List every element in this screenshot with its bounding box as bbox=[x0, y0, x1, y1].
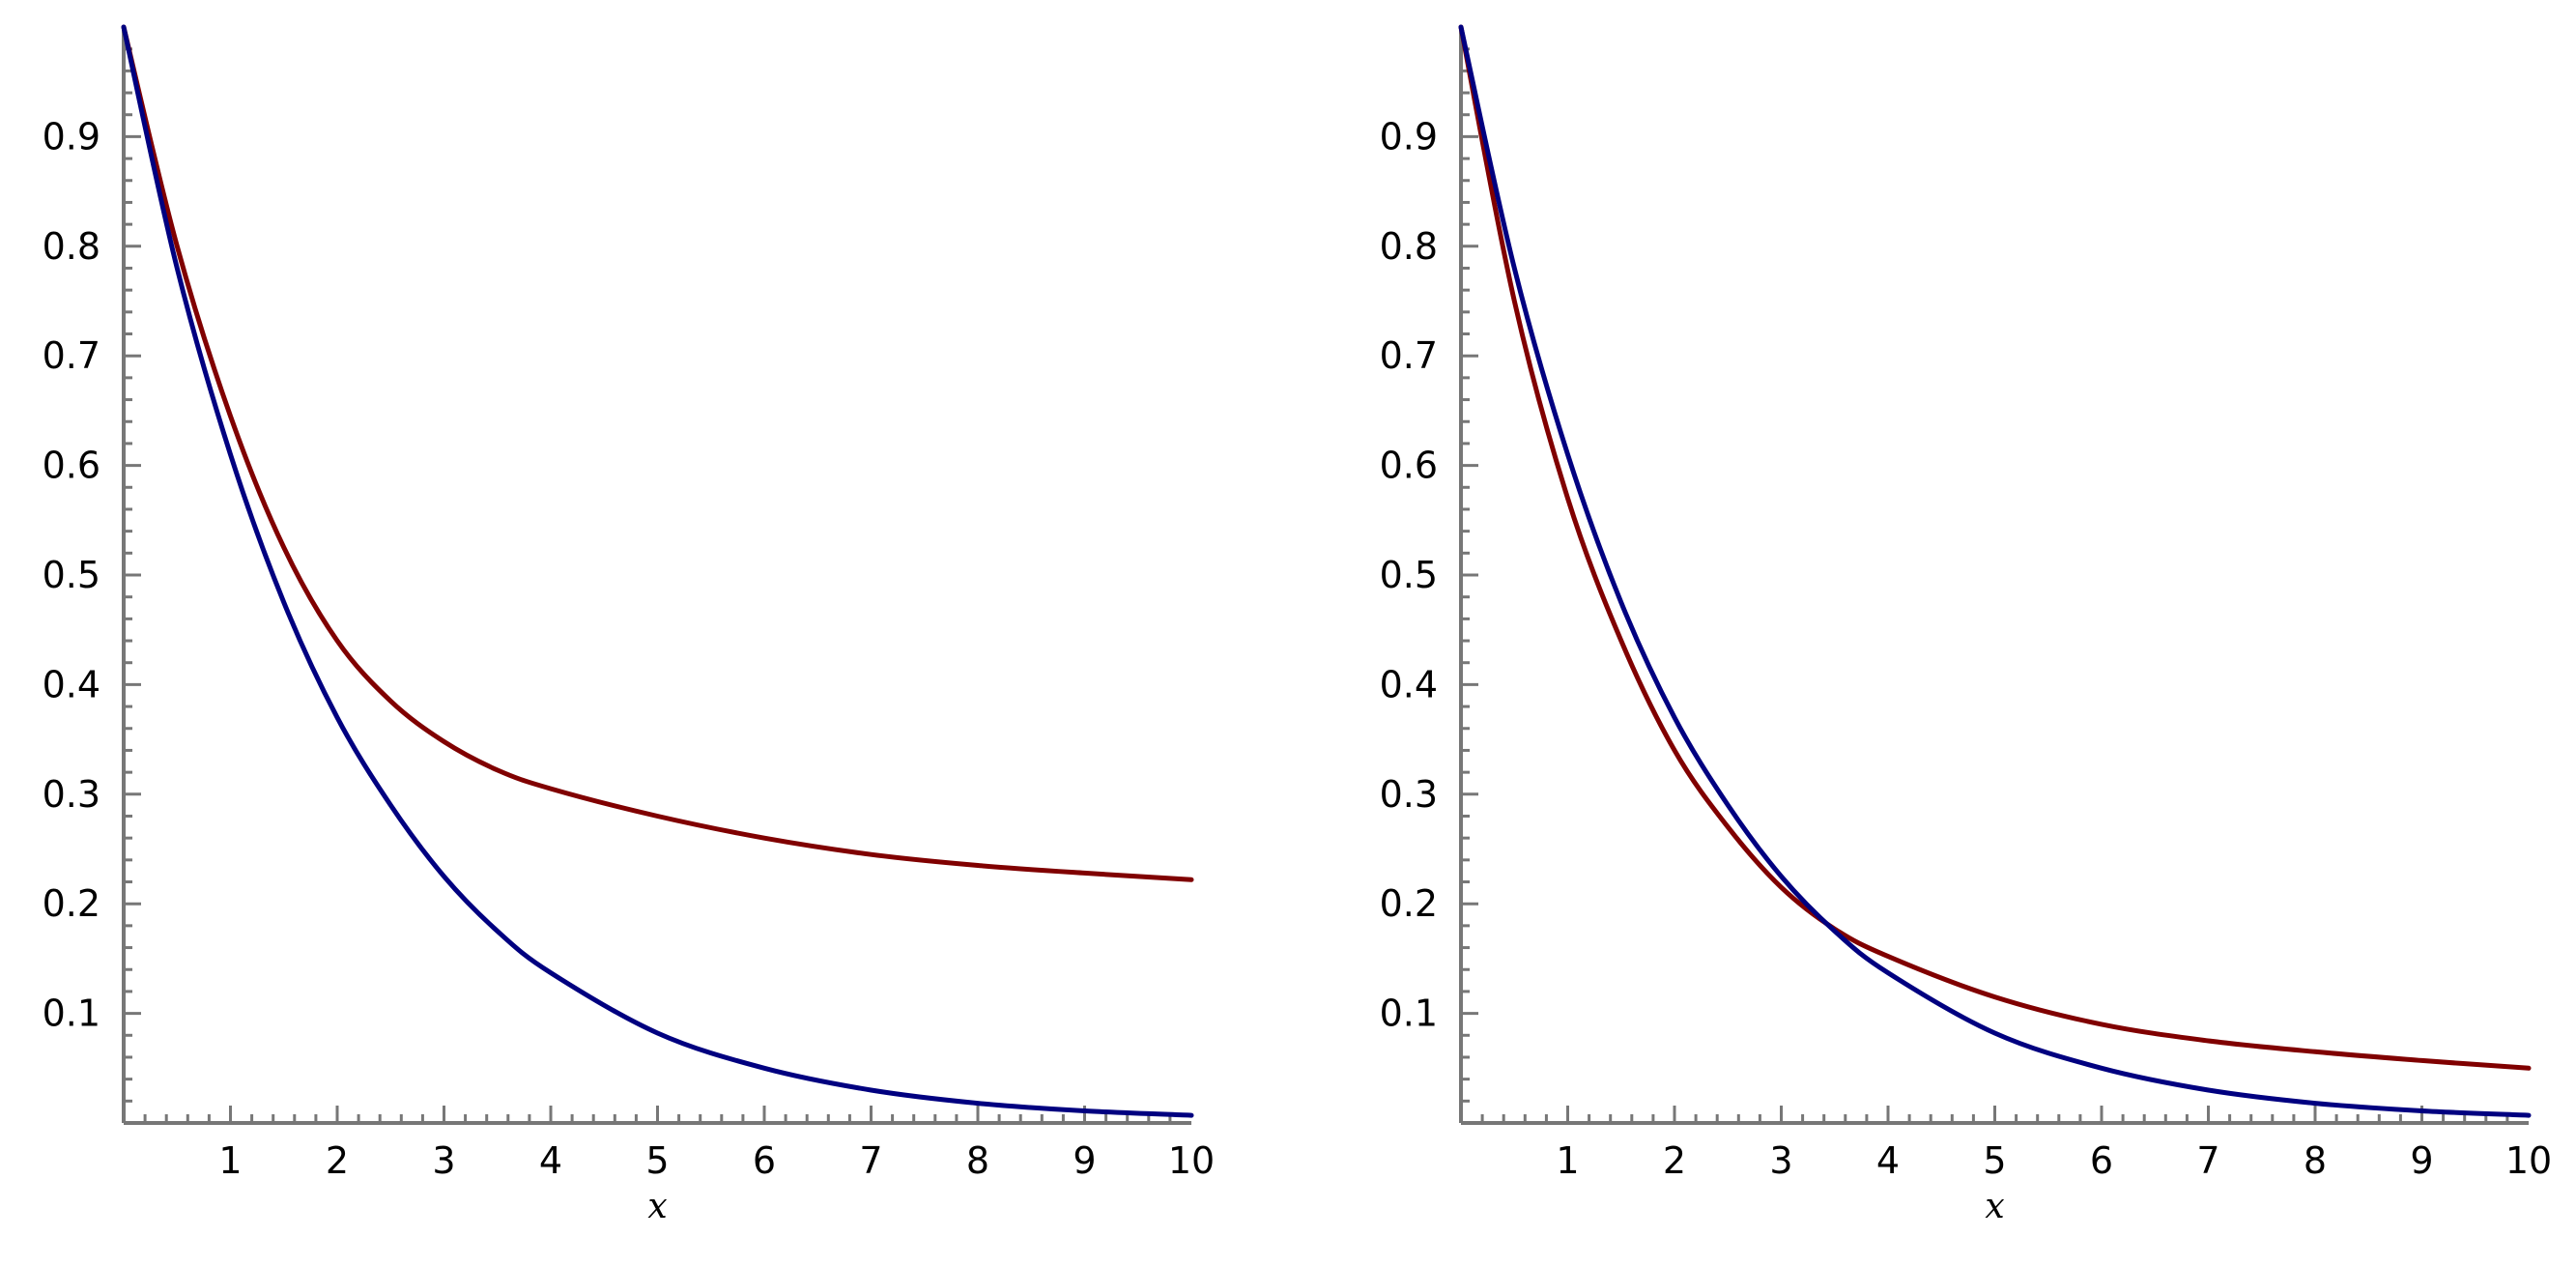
y-tick-label: 0.3 bbox=[43, 773, 100, 816]
x-tick-label: 7 bbox=[859, 1139, 882, 1182]
x-tick-label: 2 bbox=[326, 1139, 349, 1182]
y-tick-label: 0.5 bbox=[43, 554, 100, 596]
x-tick-label: 5 bbox=[645, 1139, 669, 1182]
y-tick-label: 0.1 bbox=[43, 993, 100, 1035]
x-tick-label: 6 bbox=[2090, 1139, 2113, 1182]
series-line-blue bbox=[121, 24, 1194, 1118]
x-tick-label: 7 bbox=[2196, 1139, 2219, 1182]
x-axis-label: x bbox=[1985, 1187, 2004, 1226]
x-tick-label: 6 bbox=[753, 1139, 776, 1182]
right-plot: 1 2 3 4 5 6 7 8 9 10 0.1 0.2 0.3 0.4 0.5 0.6 0.7 0.8 0.9 x bbox=[1380, 24, 2552, 1226]
x-tick-label: 8 bbox=[2304, 1139, 2327, 1182]
y-tick-label: 0.8 bbox=[1380, 225, 1438, 268]
left-plot: 1 2 3 4 5 6 7 8 9 10 0.1 0.2 0.3 0.4 0.5 0.6 0.7 0.8 0.9 x bbox=[43, 24, 1215, 1226]
x-axis-label: x bbox=[647, 1187, 667, 1226]
y-tick-label: 0.6 bbox=[43, 445, 100, 487]
y-tick-label: 0.4 bbox=[1380, 663, 1438, 705]
x-tick-label: 10 bbox=[1168, 1139, 1215, 1182]
y-tick-label: 0.9 bbox=[43, 115, 100, 158]
y-tick-label: 0.3 bbox=[1380, 773, 1438, 816]
x-tick-label: 3 bbox=[1769, 1139, 1792, 1182]
x-tick-label: 5 bbox=[1983, 1139, 2006, 1182]
x-tick-label: 9 bbox=[1073, 1139, 1096, 1182]
y-tick-label: 0.8 bbox=[43, 225, 100, 268]
series-line-red bbox=[121, 24, 1194, 882]
x-tick-label: 9 bbox=[2410, 1139, 2433, 1182]
y-tick-label: 0.2 bbox=[43, 882, 100, 925]
y-tick-label: 0.7 bbox=[1380, 334, 1438, 377]
y-tick-label: 0.7 bbox=[43, 334, 100, 377]
x-tick-label: 10 bbox=[2505, 1139, 2552, 1182]
series-line-red bbox=[1458, 24, 2532, 1071]
x-tick-label: 1 bbox=[218, 1139, 242, 1182]
x-tick-label: 4 bbox=[539, 1139, 562, 1182]
y-tick-label: 0.6 bbox=[1380, 445, 1438, 487]
x-tick-label: 4 bbox=[1876, 1139, 1900, 1182]
series-line-blue bbox=[1458, 24, 2532, 1118]
x-tick-label: 2 bbox=[1663, 1139, 1686, 1182]
x-tick-label: 3 bbox=[432, 1139, 455, 1182]
x-tick-label: 8 bbox=[966, 1139, 989, 1182]
y-tick-label: 0.4 bbox=[43, 663, 100, 705]
y-tick-label: 0.1 bbox=[1380, 993, 1438, 1035]
y-tick-label: 0.9 bbox=[1380, 115, 1438, 158]
y-tick-label: 0.5 bbox=[1380, 554, 1438, 596]
x-tick-label: 1 bbox=[1556, 1139, 1579, 1182]
y-tick-label: 0.2 bbox=[1380, 882, 1438, 925]
